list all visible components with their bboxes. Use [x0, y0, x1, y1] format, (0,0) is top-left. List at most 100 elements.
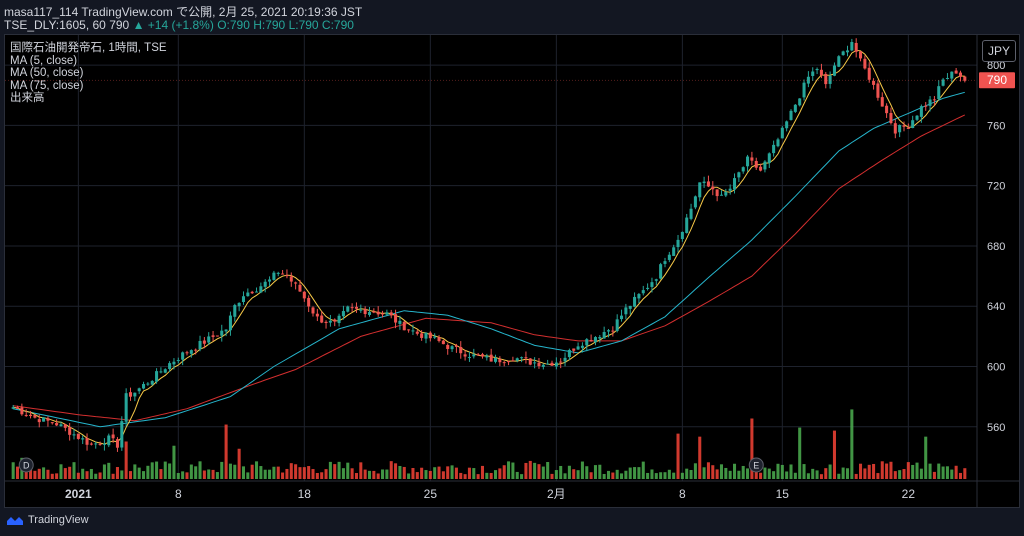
volume-bar	[289, 463, 293, 479]
volume-bar	[220, 461, 224, 479]
volume-bar	[489, 472, 493, 479]
candle-body	[737, 172, 741, 178]
volume-bar	[172, 445, 176, 479]
candle-body	[928, 99, 932, 106]
volume-bar	[711, 465, 715, 479]
candle-body	[211, 335, 215, 337]
candle-body	[867, 67, 871, 80]
volume-bar	[524, 462, 528, 479]
volume-bar	[155, 461, 159, 479]
candle	[285, 269, 289, 279]
candle	[37, 414, 41, 428]
candle	[407, 329, 411, 333]
candle-body	[307, 297, 311, 307]
candle-body	[837, 56, 841, 67]
candle	[772, 140, 776, 157]
legend-ma75[interactable]: MA (75, close)	[10, 79, 84, 92]
candle	[50, 421, 54, 425]
volume-bar	[15, 466, 20, 479]
volume-bar	[832, 430, 836, 479]
candle	[893, 119, 897, 139]
volume-bar	[50, 473, 54, 479]
tradingview-brand[interactable]: TradingView	[6, 514, 89, 526]
candle-body	[659, 264, 663, 279]
brand-label: TradingView	[28, 514, 89, 526]
candle	[433, 333, 437, 340]
candle-body	[811, 71, 815, 76]
candle-body	[537, 362, 541, 367]
candle	[394, 309, 398, 329]
x-tick-label: 22	[902, 487, 916, 501]
marker-circle	[748, 457, 764, 473]
candle	[346, 305, 350, 313]
price-chart-svg[interactable]: 560 600 640 680 720 760 800 2021 8 18 25 2月 8 15 22 790…	[5, 35, 1019, 507]
legend-title[interactable]: 国際石油開発帝石, 1時間, TSE	[10, 42, 167, 54]
candle	[489, 348, 493, 362]
candle	[641, 285, 645, 296]
candle	[194, 348, 198, 355]
candle-body	[511, 360, 515, 362]
volume-bar	[772, 471, 776, 479]
candle-body	[85, 438, 89, 445]
volume-bar	[789, 464, 793, 479]
volume-bar	[194, 466, 198, 479]
volume-bar	[363, 469, 367, 479]
legend-ma5[interactable]: MA (5, close)	[10, 54, 78, 67]
candle	[424, 332, 428, 344]
candle	[24, 409, 28, 417]
candle-body	[502, 362, 506, 364]
candle	[328, 314, 332, 327]
candle	[228, 311, 232, 336]
candle-body	[50, 422, 54, 424]
candle	[220, 324, 224, 342]
candle	[385, 309, 389, 316]
volume-bar	[59, 464, 63, 479]
currency-label[interactable]: JPY	[982, 40, 1016, 62]
candle-body	[585, 339, 589, 346]
candle	[693, 195, 697, 210]
volume-bar	[715, 469, 719, 479]
candle-body	[394, 314, 398, 323]
volume-bar	[567, 465, 571, 479]
y-tick-label: 760	[987, 120, 1005, 132]
candle-body	[806, 76, 810, 84]
candle-body	[563, 357, 567, 362]
candle	[554, 357, 558, 370]
candle-body	[29, 414, 33, 417]
candle	[872, 78, 876, 90]
candle	[667, 251, 671, 263]
legend-volume[interactable]: 出来高	[10, 92, 45, 104]
candle	[732, 173, 737, 194]
candle	[793, 104, 797, 114]
volume-bar	[146, 465, 150, 479]
candle-body	[906, 127, 910, 129]
candle-body	[798, 98, 802, 106]
ma75-line	[13, 114, 966, 422]
volume-bar	[376, 473, 380, 479]
legend-ma50[interactable]: MA (50, close)	[10, 67, 84, 79]
candle	[889, 107, 893, 125]
volume-bar	[841, 467, 845, 479]
volume-bar	[615, 469, 619, 479]
volume-bar	[924, 436, 928, 479]
volume-bar	[898, 470, 902, 479]
candle-body	[337, 315, 341, 324]
candle	[654, 278, 658, 286]
volume-bar	[98, 472, 102, 479]
volume-bar	[741, 465, 745, 479]
volume-bar	[480, 465, 485, 479]
candle-body	[885, 105, 889, 114]
candle	[789, 109, 793, 121]
candle	[759, 163, 763, 172]
candle	[20, 403, 24, 416]
volume-bar	[572, 469, 576, 479]
candle	[415, 329, 419, 336]
marker-label: D	[23, 461, 30, 471]
volume-bar	[250, 464, 254, 479]
candle-body	[789, 110, 793, 120]
chart-pane[interactable]: 560 600 640 680 720 760 800 2021 8 18 25 2月 8 15 22 790…	[4, 34, 1020, 508]
candle-body	[459, 346, 463, 354]
candle-body	[237, 302, 241, 307]
candle	[698, 182, 702, 202]
volume-bar	[72, 462, 76, 479]
